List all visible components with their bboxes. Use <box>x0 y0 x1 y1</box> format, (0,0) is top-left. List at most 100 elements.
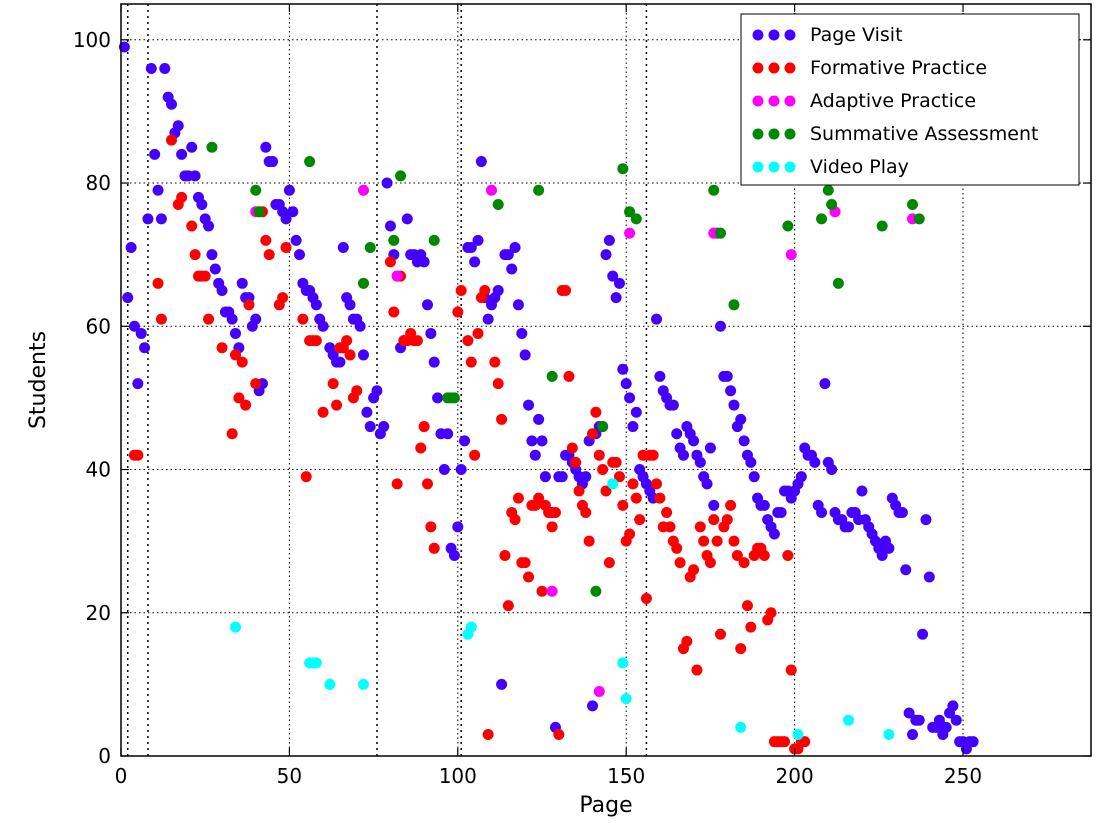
point-page-visit <box>728 399 740 411</box>
series-summative-assessment <box>206 141 925 597</box>
point-formative-practice <box>216 342 228 354</box>
point-page-visit <box>128 320 140 332</box>
point-formative-practice <box>233 392 245 404</box>
point-formative-practice <box>496 413 508 425</box>
point-formative-practice <box>186 220 198 232</box>
point-formative-practice <box>189 249 201 261</box>
point-page-visit <box>260 141 272 153</box>
point-formative-practice <box>694 521 706 533</box>
point-page-visit <box>152 184 164 196</box>
point-formative-practice <box>512 492 524 504</box>
point-formative-practice <box>391 478 403 490</box>
point-formative-practice <box>640 592 652 604</box>
point-formative-practice <box>570 456 582 468</box>
point-adaptive-practice <box>785 249 797 261</box>
point-page-visit <box>186 141 198 153</box>
point-page-visit <box>155 213 167 225</box>
point-page-visit <box>469 256 481 268</box>
point-page-visit <box>236 277 248 289</box>
point-page-visit <box>283 184 295 196</box>
legend-label: Page Visit <box>810 24 903 46</box>
point-page-visit <box>671 428 683 440</box>
point-formative-practice <box>671 542 683 554</box>
legend-label: Formative Practice <box>810 57 987 79</box>
point-page-visit <box>536 435 548 447</box>
point-page-visit <box>226 313 238 325</box>
point-page-visit <box>448 549 460 561</box>
point-formative-practice <box>263 249 275 261</box>
point-video-play <box>310 657 322 669</box>
point-page-visit <box>923 571 935 583</box>
point-formative-practice <box>651 478 663 490</box>
point-adaptive-practice <box>358 184 369 196</box>
point-formative-practice <box>745 621 757 633</box>
point-page-visit <box>735 413 747 425</box>
point-formative-practice <box>691 664 703 676</box>
point-formative-practice <box>519 557 531 569</box>
point-formative-practice <box>725 499 737 511</box>
point-formative-practice <box>627 478 639 490</box>
point-page-visit <box>627 421 639 433</box>
point-formative-practice <box>479 284 491 296</box>
point-formative-practice <box>617 499 629 511</box>
y-tick-label: 0 <box>98 744 111 768</box>
point-page-visit <box>230 327 242 339</box>
point-formative-practice <box>300 471 312 483</box>
point-page-visit <box>122 292 134 304</box>
point-page-visit <box>209 263 221 275</box>
point-page-visit <box>472 234 484 246</box>
point-formative-practice <box>593 449 605 461</box>
point-page-visit <box>496 678 508 690</box>
data-points <box>118 41 979 755</box>
legend-marker <box>752 62 764 74</box>
point-formative-practice <box>704 557 716 569</box>
point-formative-practice <box>785 664 797 676</box>
point-summative-assessment <box>590 585 602 597</box>
point-formative-practice <box>509 514 521 526</box>
point-adaptive-practice <box>546 585 558 597</box>
point-formative-practice <box>782 549 794 561</box>
y-axis-label: Students <box>26 331 51 429</box>
point-formative-practice <box>462 335 474 347</box>
point-formative-practice <box>166 134 178 146</box>
point-page-visit <box>819 378 831 390</box>
point-summative-assessment <box>364 242 376 254</box>
y-tick-label: 100 <box>73 28 111 52</box>
point-formative-practice <box>624 528 636 540</box>
point-formative-practice <box>741 600 753 612</box>
point-summative-assessment <box>913 213 925 225</box>
x-tick-labels: 0 50 100 150 200 250 <box>115 764 982 788</box>
point-formative-practice <box>243 299 255 311</box>
point-formative-practice <box>297 313 309 325</box>
point-formative-practice <box>499 549 511 561</box>
point-summative-assessment <box>630 213 642 225</box>
point-page-visit <box>708 499 720 511</box>
point-page-visit <box>361 406 373 418</box>
point-formative-practice <box>536 585 548 597</box>
point-formative-practice <box>553 729 565 741</box>
point-page-visit <box>715 320 727 332</box>
point-formative-practice <box>590 406 602 418</box>
point-page-visit <box>967 736 979 748</box>
point-formative-practice <box>199 270 211 282</box>
point-page-visit <box>651 313 663 325</box>
point-page-visit <box>795 471 807 483</box>
point-summative-assessment <box>832 277 844 289</box>
point-page-visit <box>216 284 228 296</box>
point-page-visit <box>516 327 528 339</box>
point-page-visit <box>533 413 545 425</box>
point-formative-practice <box>489 356 501 368</box>
point-formative-practice <box>226 428 238 440</box>
point-page-visit <box>337 242 349 254</box>
point-summative-assessment <box>253 206 265 218</box>
gridlines <box>121 4 1091 756</box>
point-page-visit <box>196 199 208 211</box>
point-formative-practice <box>388 306 400 318</box>
point-video-play <box>735 721 747 733</box>
point-formative-practice <box>421 478 433 490</box>
point-page-visit <box>482 313 494 325</box>
point-video-play <box>883 729 895 741</box>
point-page-visit <box>206 249 218 261</box>
point-page-visit <box>903 707 915 719</box>
legend-item-video-play: Video Play <box>752 156 909 178</box>
